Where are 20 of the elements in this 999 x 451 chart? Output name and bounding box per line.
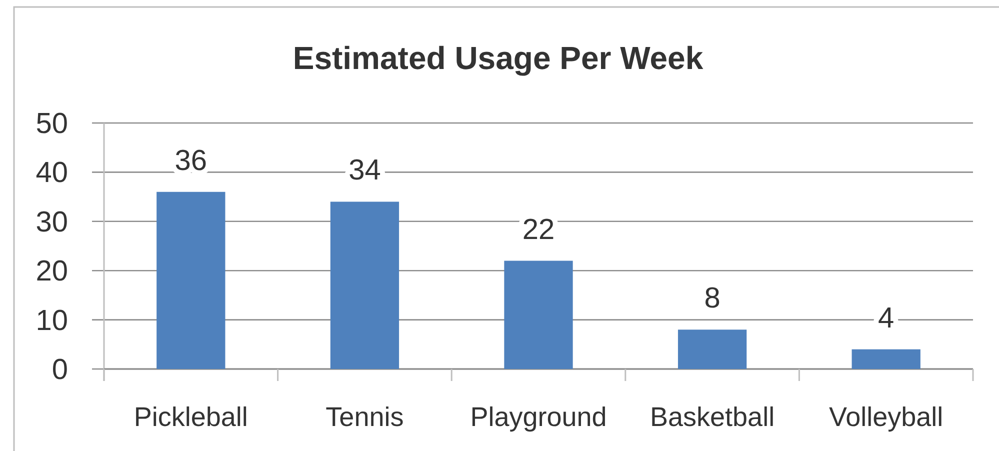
bar (852, 349, 920, 369)
y-tick-label: 20 (36, 256, 68, 288)
y-tick-label: 30 (36, 206, 68, 238)
data-label: 36 (174, 144, 208, 177)
x-tick-label: Playground (470, 402, 607, 432)
x-tick-label: Pickleball (134, 402, 248, 432)
y-tick-label: 0 (52, 354, 68, 386)
data-label: 8 (704, 282, 720, 315)
chart-title: Estimated Usage Per Week (292, 40, 704, 76)
bar (156, 192, 226, 369)
y-tick-label: 10 (36, 304, 68, 337)
y-tick-label: 40 (36, 157, 68, 190)
y-tick-label: 50 (36, 108, 68, 140)
x-tick-label: Volleyball (829, 402, 944, 432)
x-tick-label: Tennis (326, 402, 404, 432)
bar (330, 202, 400, 369)
data-label: 22 (522, 214, 555, 246)
bar (678, 330, 747, 369)
x-tick-label: Basketball (650, 402, 775, 432)
bar (504, 260, 573, 369)
